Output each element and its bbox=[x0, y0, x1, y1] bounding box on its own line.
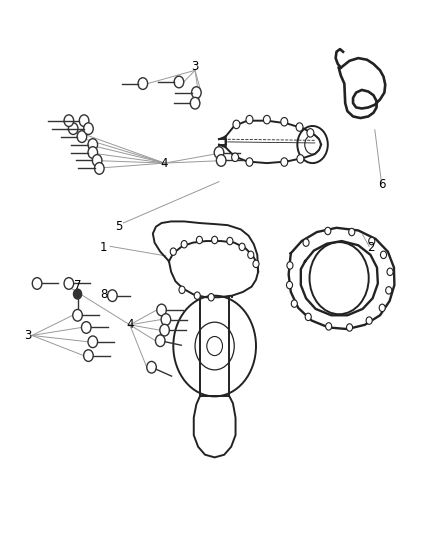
Circle shape bbox=[291, 300, 297, 308]
Text: 3: 3 bbox=[191, 60, 199, 72]
Circle shape bbox=[64, 115, 74, 126]
Circle shape bbox=[155, 335, 165, 346]
Circle shape bbox=[216, 155, 226, 166]
Circle shape bbox=[147, 361, 156, 373]
Circle shape bbox=[194, 292, 200, 300]
Circle shape bbox=[161, 314, 171, 325]
Text: 2: 2 bbox=[367, 241, 374, 254]
Circle shape bbox=[64, 278, 74, 289]
Circle shape bbox=[227, 237, 233, 245]
Circle shape bbox=[253, 260, 259, 268]
Text: 1: 1 bbox=[100, 241, 107, 254]
Circle shape bbox=[191, 87, 201, 99]
Circle shape bbox=[174, 76, 184, 88]
Circle shape bbox=[379, 304, 385, 312]
Circle shape bbox=[181, 240, 187, 248]
Text: 7: 7 bbox=[74, 279, 81, 292]
Circle shape bbox=[369, 237, 375, 245]
Text: 8: 8 bbox=[100, 288, 107, 301]
Circle shape bbox=[263, 115, 270, 124]
Circle shape bbox=[196, 236, 202, 244]
Text: 5: 5 bbox=[115, 220, 123, 233]
Circle shape bbox=[81, 321, 91, 333]
Text: 6: 6 bbox=[378, 178, 386, 191]
Circle shape bbox=[190, 98, 200, 109]
Circle shape bbox=[207, 336, 223, 356]
Circle shape bbox=[92, 155, 102, 166]
Circle shape bbox=[84, 350, 93, 361]
Circle shape bbox=[212, 236, 218, 244]
Circle shape bbox=[349, 228, 355, 236]
Circle shape bbox=[208, 294, 214, 301]
Circle shape bbox=[160, 324, 170, 336]
Text: 4: 4 bbox=[126, 318, 134, 332]
Circle shape bbox=[88, 139, 98, 150]
Circle shape bbox=[232, 153, 239, 161]
Circle shape bbox=[138, 78, 148, 90]
Circle shape bbox=[297, 155, 304, 163]
Circle shape bbox=[88, 336, 98, 348]
Circle shape bbox=[386, 287, 392, 294]
Circle shape bbox=[108, 290, 117, 302]
Circle shape bbox=[84, 123, 93, 134]
Circle shape bbox=[32, 278, 42, 289]
Circle shape bbox=[170, 248, 177, 255]
Circle shape bbox=[77, 131, 87, 142]
Circle shape bbox=[381, 251, 387, 259]
Circle shape bbox=[233, 120, 240, 128]
Circle shape bbox=[248, 251, 254, 259]
Circle shape bbox=[88, 147, 98, 158]
Circle shape bbox=[246, 115, 253, 124]
Text: 4: 4 bbox=[161, 157, 168, 169]
Circle shape bbox=[79, 115, 89, 126]
Circle shape bbox=[74, 289, 81, 299]
Circle shape bbox=[325, 322, 332, 330]
Circle shape bbox=[214, 147, 224, 158]
Circle shape bbox=[68, 123, 78, 134]
Circle shape bbox=[179, 286, 185, 294]
Circle shape bbox=[303, 239, 309, 246]
Circle shape bbox=[246, 158, 253, 166]
Text: 3: 3 bbox=[24, 329, 31, 342]
Circle shape bbox=[281, 117, 288, 126]
Circle shape bbox=[366, 317, 372, 324]
Circle shape bbox=[325, 227, 331, 235]
Circle shape bbox=[157, 304, 166, 316]
Circle shape bbox=[296, 123, 303, 131]
Circle shape bbox=[387, 268, 393, 276]
Circle shape bbox=[95, 163, 104, 174]
Circle shape bbox=[73, 310, 82, 321]
Circle shape bbox=[305, 313, 311, 320]
Circle shape bbox=[239, 243, 245, 251]
Circle shape bbox=[287, 262, 293, 269]
Circle shape bbox=[286, 281, 293, 289]
Circle shape bbox=[281, 158, 288, 166]
Circle shape bbox=[307, 128, 314, 137]
Circle shape bbox=[346, 324, 353, 331]
